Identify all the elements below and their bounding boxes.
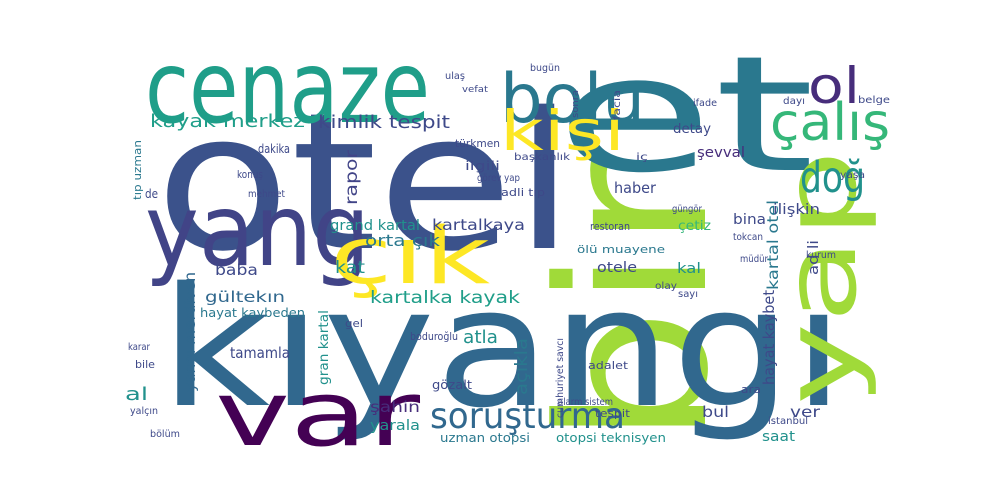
word: kişi <box>500 99 625 163</box>
word: vefat <box>462 85 489 95</box>
word: ol <box>808 57 860 115</box>
word: tokcan <box>733 232 763 243</box>
word: gözalt <box>432 378 472 392</box>
word: kimlik tespit <box>318 112 450 133</box>
word: kartalkaya <box>432 216 525 234</box>
word: tıp uzman <box>131 140 144 200</box>
word: kal <box>677 261 701 277</box>
word: var <box>215 362 420 467</box>
word: yaşa <box>840 170 865 181</box>
word: ilişkin <box>773 202 820 218</box>
word: bolu <box>500 60 645 139</box>
word: dakika <box>258 142 290 156</box>
word: karar <box>128 342 151 353</box>
word: ilgili <box>465 159 500 173</box>
word: tamamla <box>230 344 290 362</box>
word: mehmet <box>248 189 285 200</box>
word: boduroğlu <box>410 330 458 343</box>
word: yalçın <box>130 406 158 417</box>
word: detay <box>673 122 711 137</box>
word: ölü muayene <box>577 243 665 256</box>
word: kartalka kayak <box>370 288 520 308</box>
word: bina <box>733 212 766 228</box>
word: de <box>145 187 158 201</box>
word: uzman otopsi <box>440 431 530 445</box>
word: ver <box>790 403 821 421</box>
word: yang <box>145 172 370 289</box>
word: otele <box>597 260 637 276</box>
word: rapor <box>342 150 362 205</box>
word: kat <box>335 258 365 278</box>
word: sayı <box>678 289 698 300</box>
word: konuş <box>237 168 263 181</box>
word: ulaş <box>445 71 465 82</box>
word: belge <box>858 95 890 106</box>
word: restoran <box>590 220 630 233</box>
word: kurum <box>806 250 836 261</box>
word: yarala <box>370 418 420 434</box>
word: otel <box>155 72 575 293</box>
word: gültekın <box>205 288 285 306</box>
word: gran kartal <box>317 310 332 385</box>
word: sonra <box>571 90 581 118</box>
word: alarm sistem <box>558 397 613 408</box>
word: otopsi teknisyen <box>556 431 666 445</box>
word: başkanlık <box>514 152 570 163</box>
word: müdür <box>740 254 769 265</box>
word: ifade <box>693 98 717 109</box>
word: cenaze <box>145 29 430 146</box>
word: soruşturma <box>430 396 625 437</box>
word: çalış <box>770 93 890 153</box>
word: haber <box>614 179 657 197</box>
word: grand kartal <box>330 218 420 234</box>
word: tespit <box>595 407 631 420</box>
word: saat <box>762 429 796 445</box>
word: adli tıp <box>501 186 545 199</box>
word: kıyangı <box>160 252 845 444</box>
word: istanbul <box>768 416 808 427</box>
word: hayat kaybet <box>760 290 778 385</box>
word: baba <box>215 261 258 279</box>
word: hayat kaybeden <box>200 306 305 320</box>
word: çık <box>330 212 490 302</box>
word: iç <box>636 152 648 163</box>
word: orta çık <box>365 231 441 250</box>
word: açıkla <box>512 338 532 395</box>
word: bir <box>516 159 754 445</box>
word: cumhuriyet savcı <box>555 338 566 418</box>
word: dayı <box>783 96 805 107</box>
word: çetiz <box>678 219 711 234</box>
word: yangı merdiven <box>181 272 199 392</box>
word: şahin <box>370 398 420 416</box>
word: kartal otel <box>764 200 782 290</box>
word: et <box>555 21 815 208</box>
word: türkmen <box>455 137 500 150</box>
word: kayak merkez <box>150 111 305 132</box>
word: al <box>125 384 148 405</box>
word: ara <box>741 383 761 396</box>
word: ad li <box>806 240 822 275</box>
word: gel <box>345 317 363 330</box>
word: atla <box>463 327 498 348</box>
word: adalet <box>588 359 629 372</box>
word: yap <box>762 150 879 405</box>
word: görev yap <box>477 173 520 184</box>
word: bugün <box>530 63 560 74</box>
word: facia <box>612 90 623 120</box>
word: şevval <box>697 145 745 161</box>
word: bul <box>702 403 729 421</box>
word: bile <box>135 358 155 371</box>
word: olay <box>655 281 677 292</box>
word: bölüm <box>150 429 180 440</box>
word: güngör <box>672 204 703 215</box>
word: doğ <box>800 153 865 203</box>
